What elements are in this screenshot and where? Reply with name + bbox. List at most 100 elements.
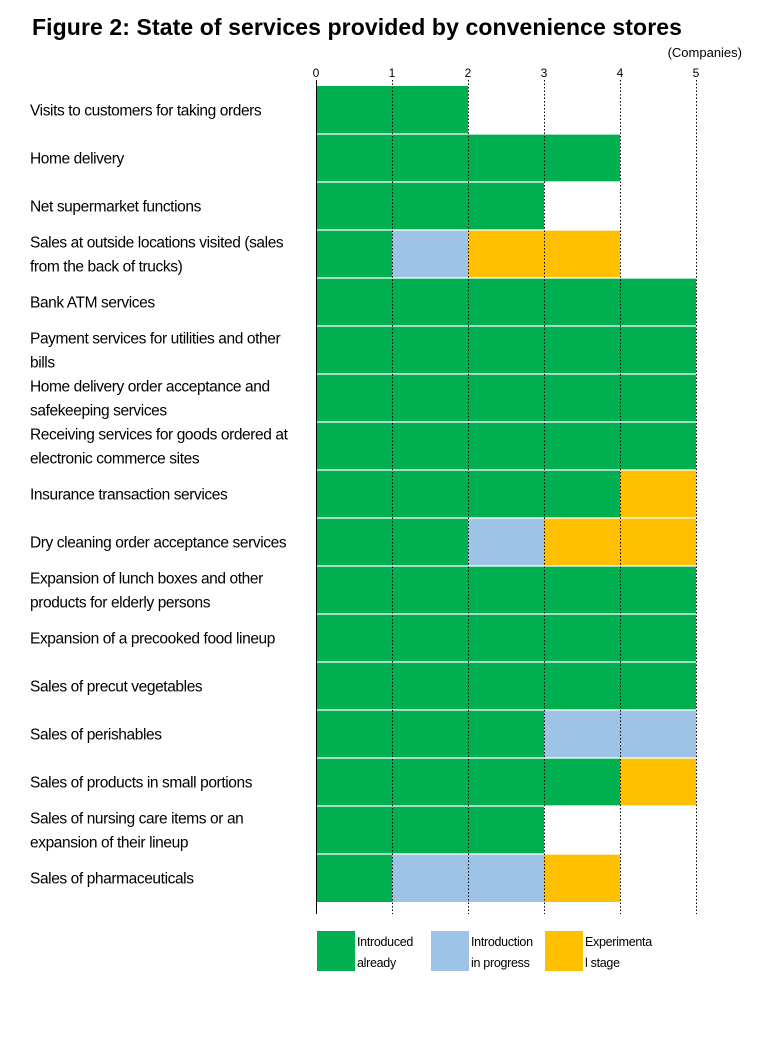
- bar-segment: [468, 614, 544, 662]
- bar-segment: [316, 566, 392, 614]
- bar-segment: [544, 230, 620, 278]
- bar-segment: [392, 230, 468, 278]
- bar-segment: [620, 278, 696, 326]
- bar-segment: [544, 134, 620, 182]
- bar-segment: [620, 518, 696, 566]
- grid-layer: [316, 80, 697, 914]
- bar-segment: [544, 662, 620, 710]
- tick-label: 1: [389, 66, 396, 80]
- bar-segment: [620, 758, 696, 806]
- bar-segment: [316, 758, 392, 806]
- bars-layer: [316, 86, 696, 902]
- unit-label: (Companies): [667, 45, 742, 60]
- tick-label: 2: [465, 66, 472, 80]
- bar-segment: [468, 518, 544, 566]
- bar-segment: [468, 710, 544, 758]
- bar-segment: [392, 470, 468, 518]
- bar-segment: [468, 326, 544, 374]
- bar-segment: [392, 182, 468, 230]
- tick-label: 3: [541, 66, 548, 80]
- bar-segment: [468, 374, 544, 422]
- bar-segment: [392, 134, 468, 182]
- bar-segment: [316, 134, 392, 182]
- bar-segment: [620, 662, 696, 710]
- bar-segment: [316, 86, 392, 134]
- bar-segment: [392, 854, 468, 902]
- bar-segment: [620, 710, 696, 758]
- bar-segment: [392, 326, 468, 374]
- category-label: Expansion of lunch boxes and other produc…: [30, 571, 263, 612]
- tick-label: 5: [693, 66, 700, 80]
- legend-entry: Experimenta l stage: [585, 935, 652, 970]
- category-label: Insurance transaction services: [30, 487, 228, 504]
- category-label: Home delivery: [30, 151, 125, 168]
- bar-segment: [544, 278, 620, 326]
- bar-segment: [392, 518, 468, 566]
- bar-segment: [316, 662, 392, 710]
- bar-segment: [392, 662, 468, 710]
- bar-segment: [316, 854, 392, 902]
- bar-segment: [392, 566, 468, 614]
- bar-segment: [620, 422, 696, 470]
- bar-segment: [468, 470, 544, 518]
- bar-segment: [544, 326, 620, 374]
- category-label: Dry cleaning order acceptance services: [30, 535, 287, 552]
- category-label: Bank ATM services: [30, 295, 155, 312]
- bar-segment: [468, 278, 544, 326]
- bar-segment: [316, 374, 392, 422]
- category-label: Sales of precut vegetables: [30, 679, 203, 696]
- bar-segment: [392, 614, 468, 662]
- bar-segment: [544, 710, 620, 758]
- bar-segment: [468, 854, 544, 902]
- category-label: Receiving services for goods ordered at e…: [30, 427, 289, 468]
- chart-title: Figure 2: State of services provided by …: [32, 14, 683, 40]
- bar-segment: [316, 710, 392, 758]
- bar-segment: [316, 422, 392, 470]
- bar-segment: [544, 518, 620, 566]
- bar-segment: [620, 374, 696, 422]
- bar-segment: [468, 758, 544, 806]
- bar-segment: [468, 566, 544, 614]
- bar-segment: [468, 806, 544, 854]
- category-label: Sales of products in small portions: [30, 775, 253, 792]
- legend-swatch: [545, 931, 583, 971]
- category-label: Payment services for utilities and other…: [30, 331, 280, 372]
- category-label: Visits to customers for taking orders: [30, 103, 262, 120]
- bar-segment: [544, 614, 620, 662]
- legend-entry: Introduction in progress: [471, 935, 533, 970]
- tick-label: 0: [313, 66, 320, 80]
- bar-segment: [392, 806, 468, 854]
- bar-segment: [392, 710, 468, 758]
- bar-segment: [620, 566, 696, 614]
- bar-segment: [468, 422, 544, 470]
- bar-segment: [316, 182, 392, 230]
- bar-segment: [620, 614, 696, 662]
- bar-segment: [316, 230, 392, 278]
- bar-segment: [620, 470, 696, 518]
- bar-segment: [544, 854, 620, 902]
- category-label: Home delivery order acceptance and safeke…: [30, 379, 270, 420]
- legend-swatch: [317, 931, 355, 971]
- bar-segment: [468, 182, 544, 230]
- bar-segment: [392, 374, 468, 422]
- legend-swatch: [431, 931, 469, 971]
- bar-segment: [392, 278, 468, 326]
- category-label: Sales at outside locations visited (sale…: [30, 235, 284, 276]
- bar-segment: [316, 278, 392, 326]
- tick-label: 4: [617, 66, 624, 80]
- bar-segment: [468, 230, 544, 278]
- ticks-layer: 0 1 2 3 4 5: [313, 66, 700, 80]
- bar-segment: [392, 86, 468, 134]
- bar-segment: [316, 326, 392, 374]
- bar-segment: [316, 614, 392, 662]
- bar-segment: [544, 566, 620, 614]
- category-label: Sales of perishables: [30, 727, 162, 744]
- labels-layer: Visits to customers for taking orders Hom…: [30, 103, 289, 888]
- bar-segment: [544, 470, 620, 518]
- category-label: Sales of pharmaceuticals: [30, 871, 194, 888]
- legend-entry: Introduced already: [357, 935, 413, 970]
- bar-segment: [316, 806, 392, 854]
- category-label: Sales of nursing care items or an expansi…: [30, 811, 243, 852]
- category-label: Expansion of a precooked food lineup: [30, 631, 275, 648]
